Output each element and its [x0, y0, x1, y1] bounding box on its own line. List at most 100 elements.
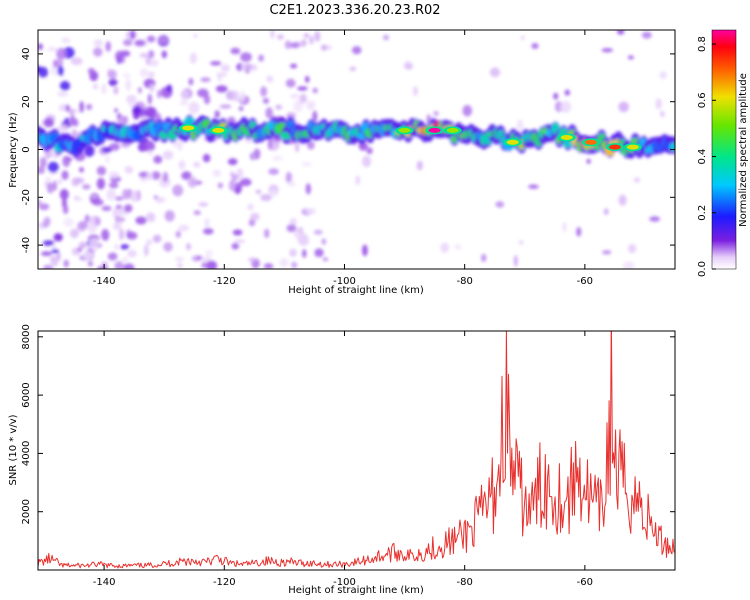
heatmap-speckle — [528, 184, 539, 189]
heatmap-ridge — [38, 115, 675, 159]
heatmap-speckle — [251, 64, 258, 71]
heatmap-speckle — [312, 87, 318, 94]
heatmap-speckle — [38, 200, 41, 206]
heatmap-speckle — [119, 228, 125, 241]
heatmap-speckle — [559, 100, 572, 113]
x-tick-label: -120 — [213, 577, 236, 588]
heatmap-speckle — [272, 155, 284, 161]
heatmap-speckle — [43, 118, 54, 128]
spectrogram-x-ticks: -140 -120 -100 -80 -60 — [93, 30, 593, 287]
heatmap-speckle — [228, 179, 236, 192]
heatmap-speckle — [125, 166, 134, 174]
heatmap-speckle — [196, 255, 203, 261]
heatmap-speckle — [290, 93, 300, 99]
heatmap-speckle — [403, 63, 414, 70]
spectrogram-y-label: Frequency (Hz) — [8, 112, 19, 188]
heatmap-speckle — [113, 86, 119, 95]
heatmap-speckle — [314, 30, 321, 42]
heatmap-speckle — [134, 39, 146, 47]
heatmap-speckle — [214, 110, 220, 119]
heatmap-speckle — [93, 39, 103, 47]
heatmap-speckle — [204, 217, 210, 229]
heatmap-speckle — [462, 105, 473, 117]
heatmap-speckle — [52, 180, 58, 192]
heatmap-speckle — [45, 177, 52, 182]
heatmap-speckle — [137, 87, 142, 94]
heatmap-speckle — [440, 242, 450, 253]
heatmap-speckle — [43, 216, 51, 226]
heatmap-background-speckle — [38, 30, 667, 269]
heatmap-speckle — [355, 175, 361, 186]
colorbar-tick-label: 0.6 — [697, 92, 708, 108]
heatmap-speckle — [172, 184, 184, 197]
heatmap-speckle — [189, 52, 197, 64]
heatmap-speckle — [205, 250, 213, 256]
heatmap-speckle — [187, 176, 198, 188]
heatmap-speckle — [516, 119, 524, 131]
heatmap-speckle — [255, 189, 262, 194]
heatmap-speckle — [149, 59, 159, 67]
heatmap-speckle — [234, 187, 242, 195]
heatmap-speckle — [146, 172, 154, 181]
heatmap-speckle — [114, 108, 119, 113]
heatmap-speckle — [78, 220, 89, 230]
heatmap-speckle — [188, 78, 194, 86]
heatmap-speckle — [258, 54, 264, 62]
x-tick-label: -140 — [93, 577, 116, 588]
heatmap-speckle — [114, 243, 119, 251]
heatmap-speckle — [121, 257, 129, 262]
heatmap-speckle — [127, 249, 137, 258]
heatmap-speckle — [130, 190, 139, 203]
heatmap-speckle — [285, 171, 292, 184]
heatmap-speckle — [238, 106, 244, 112]
heatmap-speckle — [659, 71, 667, 80]
heatmap-speckle — [114, 215, 121, 223]
heatmap-speckle — [69, 114, 76, 127]
heatmap-speckle — [120, 244, 130, 250]
heatmap-speckle — [239, 178, 252, 187]
heatmap-speckle — [123, 72, 131, 79]
heatmap-speckle — [157, 36, 169, 44]
heatmap-speckle — [68, 108, 75, 116]
x-tick-label: -80 — [456, 276, 472, 287]
heatmap-hotspots — [179, 124, 642, 152]
colorbar-gradient — [711, 29, 737, 270]
heatmap-speckle — [59, 189, 69, 200]
heatmap-speckle — [495, 201, 505, 208]
heatmap-speckle — [39, 223, 44, 230]
heatmap-speckle — [39, 157, 47, 168]
heatmap-speckle — [101, 83, 107, 95]
heatmap-speckle — [178, 160, 186, 170]
heatmap-speckle — [603, 208, 609, 216]
heatmap-hotspot — [212, 127, 225, 133]
heatmap-speckle — [56, 48, 67, 60]
heatmap-speckle — [266, 75, 274, 83]
heatmap-speckle — [101, 229, 110, 241]
heatmap-speckle — [126, 231, 138, 240]
heatmap-speckle — [518, 240, 524, 245]
heatmap-speckle — [349, 66, 357, 72]
heatmap-speckle — [618, 194, 627, 206]
heatmap-speckle — [193, 161, 201, 168]
heatmap-speckle — [660, 110, 665, 118]
heatmap-speckle — [122, 188, 129, 200]
heatmap-speckle — [115, 204, 122, 210]
heatmap-speckle — [655, 98, 662, 110]
heatmap-speckle — [203, 228, 214, 235]
heatmap-speckle — [623, 261, 635, 269]
heatmap-speckle — [164, 210, 175, 222]
heatmap-speckle — [303, 33, 310, 38]
heatmap-speckle — [306, 100, 316, 111]
y-tick-label: 6000 — [21, 382, 32, 407]
heatmap-speckle — [57, 91, 69, 97]
heatmap-hotspot — [626, 144, 639, 150]
heatmap-speckle — [105, 155, 110, 164]
colorbar-tick-label: 0.8 — [697, 36, 708, 52]
heatmap-speckle — [321, 238, 327, 245]
heatmap-hotspot — [560, 135, 573, 140]
heatmap-speckle — [262, 97, 270, 104]
heatmap-speckle — [553, 92, 559, 100]
heatmap-speckle — [92, 83, 99, 90]
heatmap-speckle — [147, 93, 152, 105]
heatmap-speckle — [236, 168, 244, 180]
